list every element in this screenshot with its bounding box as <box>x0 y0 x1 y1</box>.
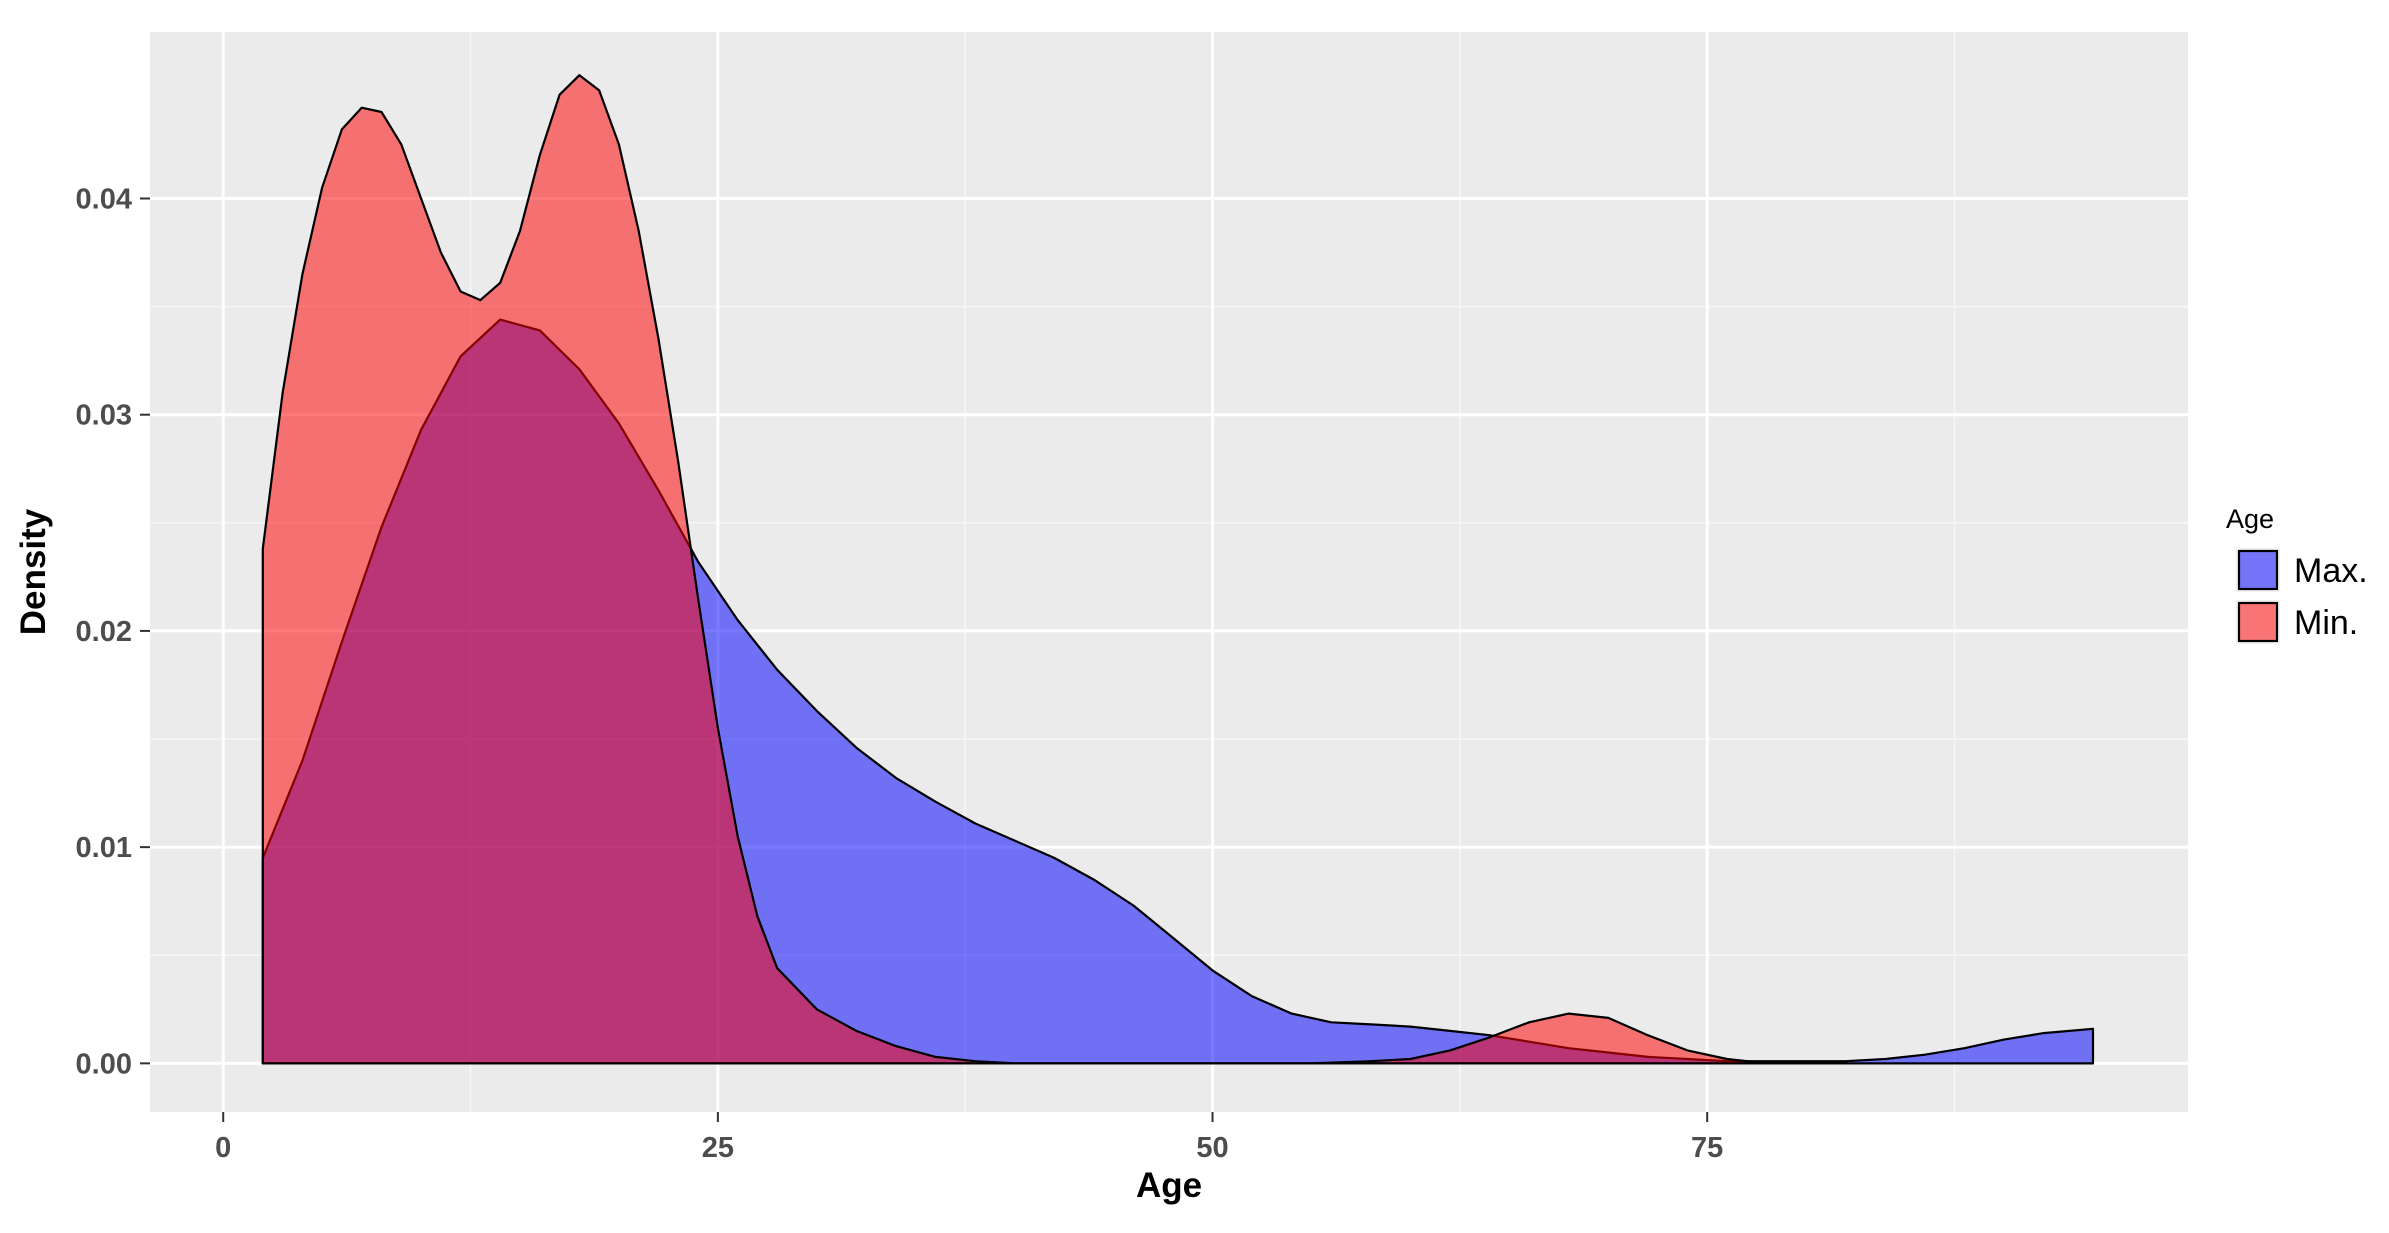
y-tick-label: 0.04 <box>76 183 132 215</box>
x-axis-ticks: 0 25 50 75 <box>215 1112 1723 1164</box>
x-tick-label: 50 <box>1196 1132 1228 1164</box>
x-tick-label: 0 <box>215 1132 231 1164</box>
density-areas <box>261 74 2095 1065</box>
legend-label-min: Min. <box>2294 604 2358 642</box>
x-axis-title: Age <box>1136 1166 1202 1205</box>
legend-label-max: Max. <box>2294 552 2368 590</box>
x-tick-label: 75 <box>1691 1132 1723 1164</box>
y-axis-title: Density <box>14 508 53 635</box>
legend: Age Max. Min. <box>2226 504 2368 644</box>
legend-key-max <box>2237 549 2279 591</box>
legend-key-min <box>2237 601 2279 643</box>
legend-title: Age <box>2226 504 2274 534</box>
x-tick-label: 25 <box>702 1132 734 1164</box>
y-axis-ticks: 0.00 0.01 0.02 0.03 0.04 <box>76 183 150 1080</box>
y-tick-label: 0.03 <box>76 400 132 432</box>
y-tick-label: 0.02 <box>76 616 132 648</box>
y-tick-label: 0.01 <box>76 832 132 864</box>
y-tick-label: 0.00 <box>76 1048 132 1080</box>
legend-items: Max. Min. <box>2236 548 2368 644</box>
density-area-min <box>261 74 1808 1065</box>
